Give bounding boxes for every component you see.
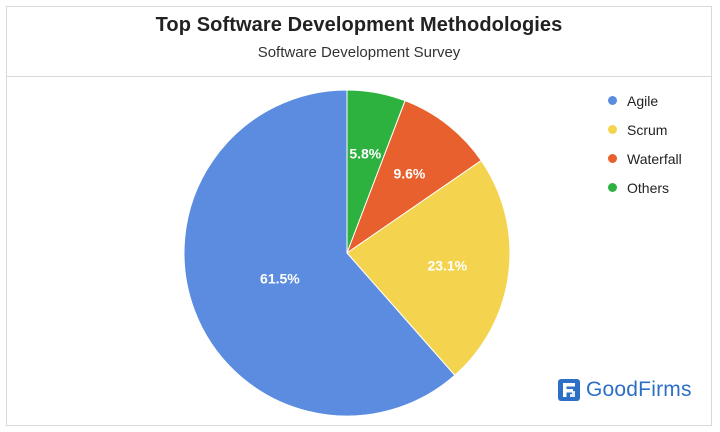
legend-item-others: Others: [608, 173, 682, 202]
pie-slice-agile: [183, 89, 456, 417]
data-label-waterfall: 9.6%: [393, 166, 425, 182]
goodfirms-logo-icon: [558, 379, 580, 401]
legend-swatch-others: [608, 183, 617, 192]
chart-subtitle: Software Development Survey: [257, 44, 461, 61]
chart-legend: Agile Scrum Waterfall Others: [608, 86, 682, 202]
chart-header: Top Software Development Methodologies S…: [7, 7, 711, 77]
legend-item-scrum: Scrum: [608, 115, 682, 144]
legend-label-agile: Agile: [627, 92, 659, 109]
legend-item-agile: Agile: [608, 86, 682, 115]
logo-text: GoodFirms: [586, 378, 692, 401]
legend-label-waterfall: Waterfall: [627, 150, 682, 167]
chart-title: Top Software Development Methodologies: [155, 14, 563, 36]
pie-slice-waterfall: [345, 100, 482, 255]
data-label-others: 5.8%: [349, 146, 381, 162]
legend-label-scrum: Scrum: [627, 121, 668, 138]
legend-item-waterfall: Waterfall: [608, 144, 682, 173]
pie-slice-scrum: [346, 159, 511, 376]
data-label-scrum: 23.1%: [427, 257, 467, 273]
goodfirms-logo: GoodFirms: [558, 378, 692, 402]
legend-swatch-agile: [608, 96, 617, 105]
legend-label-others: Others: [627, 179, 670, 196]
legend-swatch-waterfall: [608, 154, 617, 163]
legend-swatch-scrum: [608, 125, 617, 134]
data-label-agile: 61.5%: [260, 270, 300, 286]
